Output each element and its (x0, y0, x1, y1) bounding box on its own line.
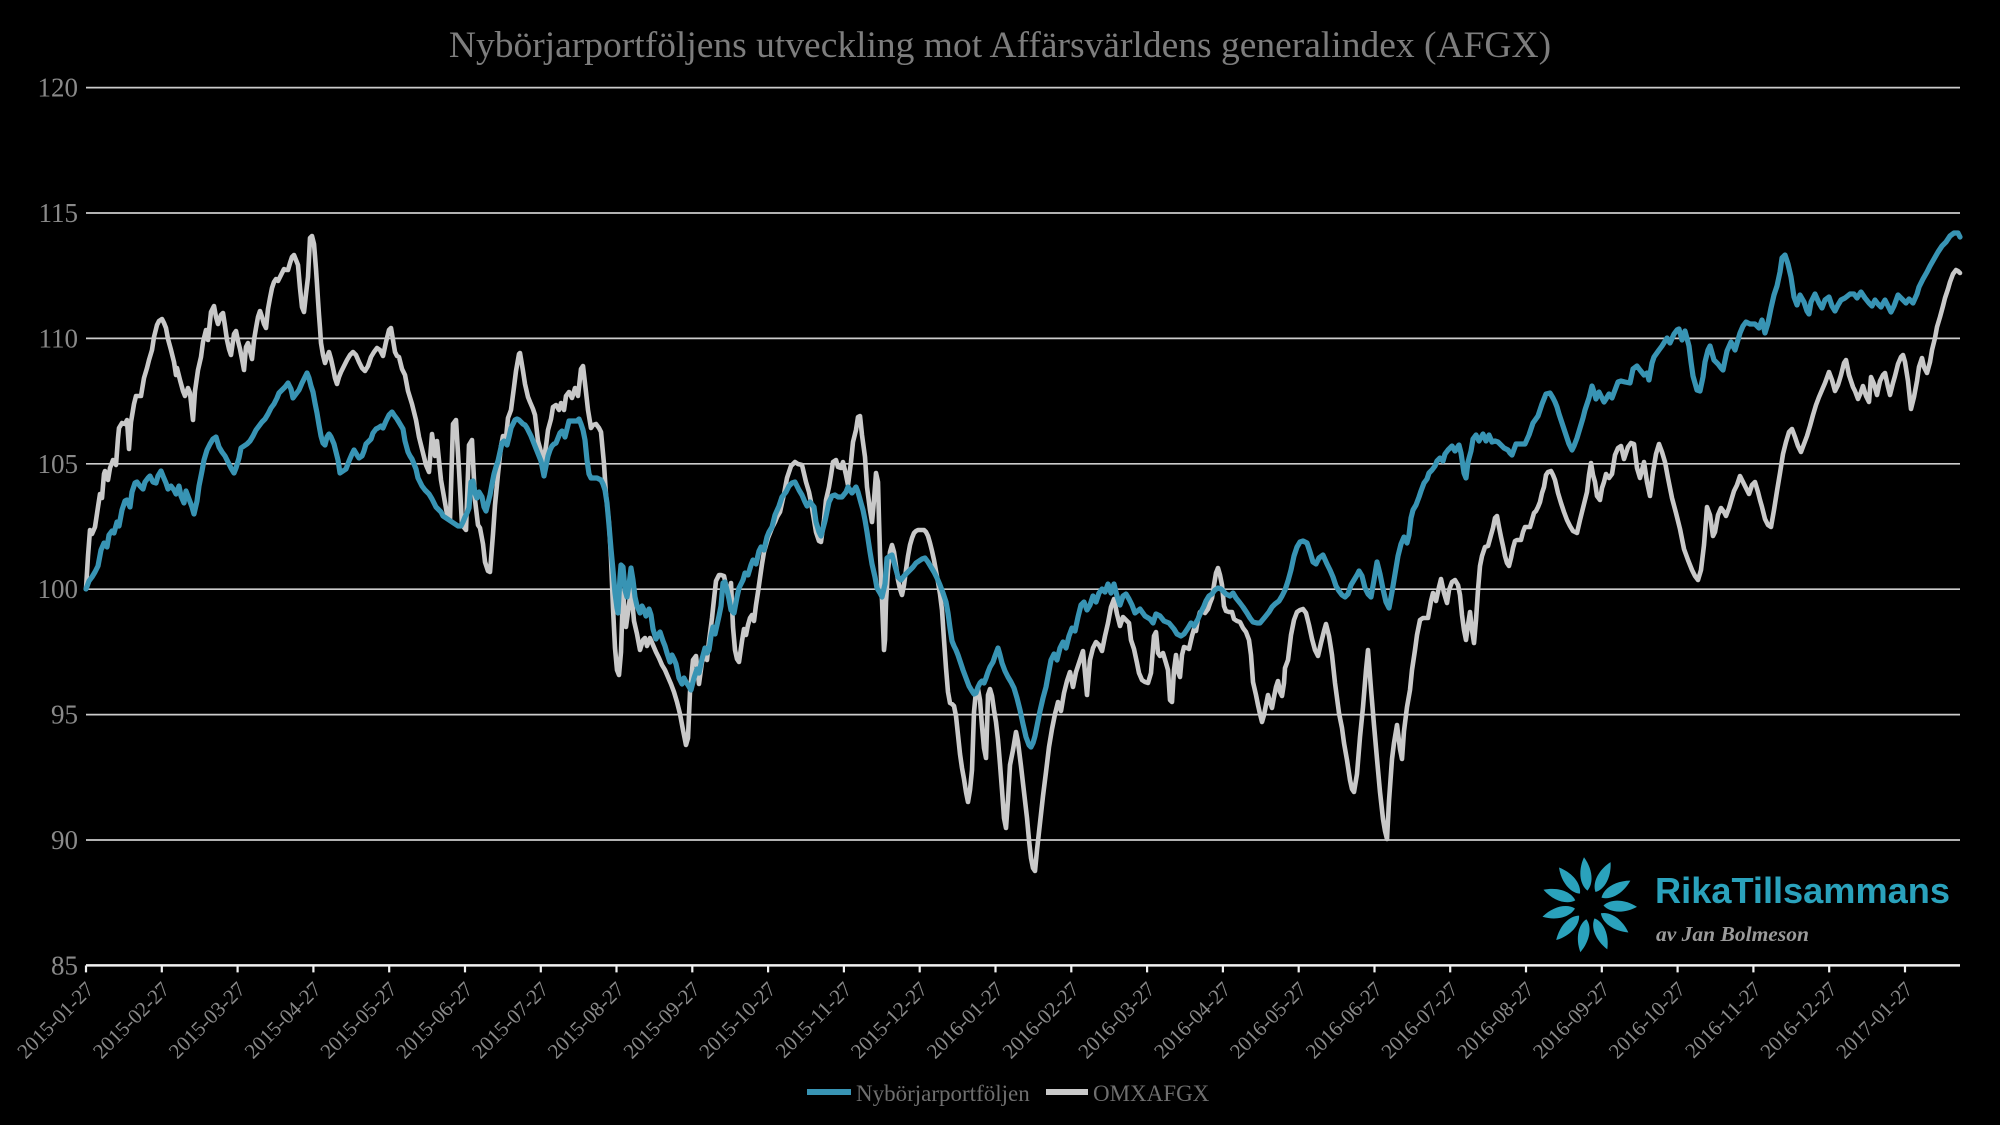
svg-text:Nybörjarportföljens utveckling: Nybörjarportföljens utveckling mot Affär… (449, 25, 1551, 66)
svg-text:110: 110 (39, 323, 79, 353)
svg-text:85: 85 (51, 950, 78, 980)
svg-text:Nybörjarportföljen: Nybörjarportföljen (856, 1081, 1030, 1106)
svg-text:90: 90 (51, 825, 78, 855)
svg-text:105: 105 (38, 449, 79, 479)
svg-text:av Jan Bolmeson: av Jan Bolmeson (1656, 922, 1809, 946)
svg-text:95: 95 (51, 700, 78, 730)
svg-text:RikaTillsammans: RikaTillsammans (1655, 870, 1950, 911)
svg-text:120: 120 (38, 73, 79, 103)
svg-text:115: 115 (39, 198, 79, 228)
svg-text:100: 100 (38, 574, 79, 604)
svg-text:OMXAFGX: OMXAFGX (1093, 1081, 1210, 1106)
